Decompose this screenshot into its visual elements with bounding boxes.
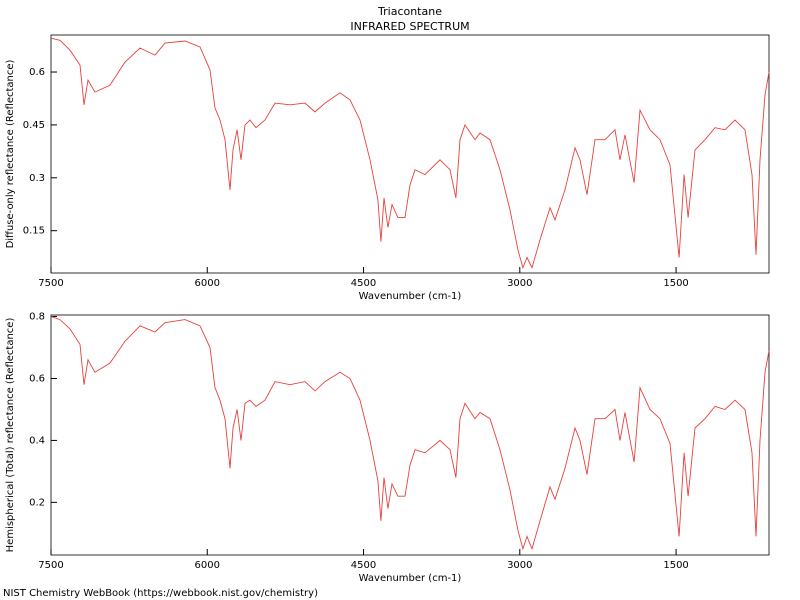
y-tick-label: 0.2 — [29, 497, 45, 508]
x-tick-label: 1500 — [663, 278, 688, 289]
x-tick-label: 7500 — [38, 278, 63, 289]
y-tick-label: 0.4 — [29, 435, 45, 446]
x-axis-label: Wavenumber (cm-1) — [359, 291, 462, 302]
footer: NIST Chemistry WebBook (https://webbook.… — [3, 588, 318, 599]
y-tick-label: 0.6 — [29, 373, 45, 384]
spectrum-line — [50, 37, 770, 270]
x-tick-label: 4500 — [351, 278, 376, 289]
x-tick-label: 1500 — [663, 560, 688, 571]
y-tick-label: 0.15 — [23, 226, 45, 237]
y-tick-label: 0.8 — [29, 312, 45, 323]
y-axis-label: Hemispherical (Total) reflectance (Refle… — [5, 318, 16, 553]
spectrum-line — [50, 316, 770, 551]
plot-frame — [50, 314, 770, 556]
y-tick-label: 0.6 — [29, 67, 45, 78]
x-tick-label: 3000 — [507, 278, 532, 289]
x-tick-label: 3000 — [507, 560, 532, 571]
x-tick-label: 6000 — [195, 560, 220, 571]
chart-title: Triacontane — [377, 5, 442, 18]
x-tick-label: 4500 — [351, 560, 376, 571]
x-tick-label: 6000 — [195, 278, 220, 289]
chart-subtitle: INFRARED SPECTRUM — [350, 20, 469, 33]
plot-frame — [50, 34, 770, 274]
x-tick-label: 7500 — [38, 560, 63, 571]
y-tick-label: 0.3 — [29, 173, 45, 184]
x-axis-label: Wavenumber (cm-1) — [359, 573, 462, 584]
y-tick-label: 0.45 — [23, 120, 45, 131]
y-axis-label: Diffuse-only reflectance (Reflectance) — [5, 59, 16, 248]
